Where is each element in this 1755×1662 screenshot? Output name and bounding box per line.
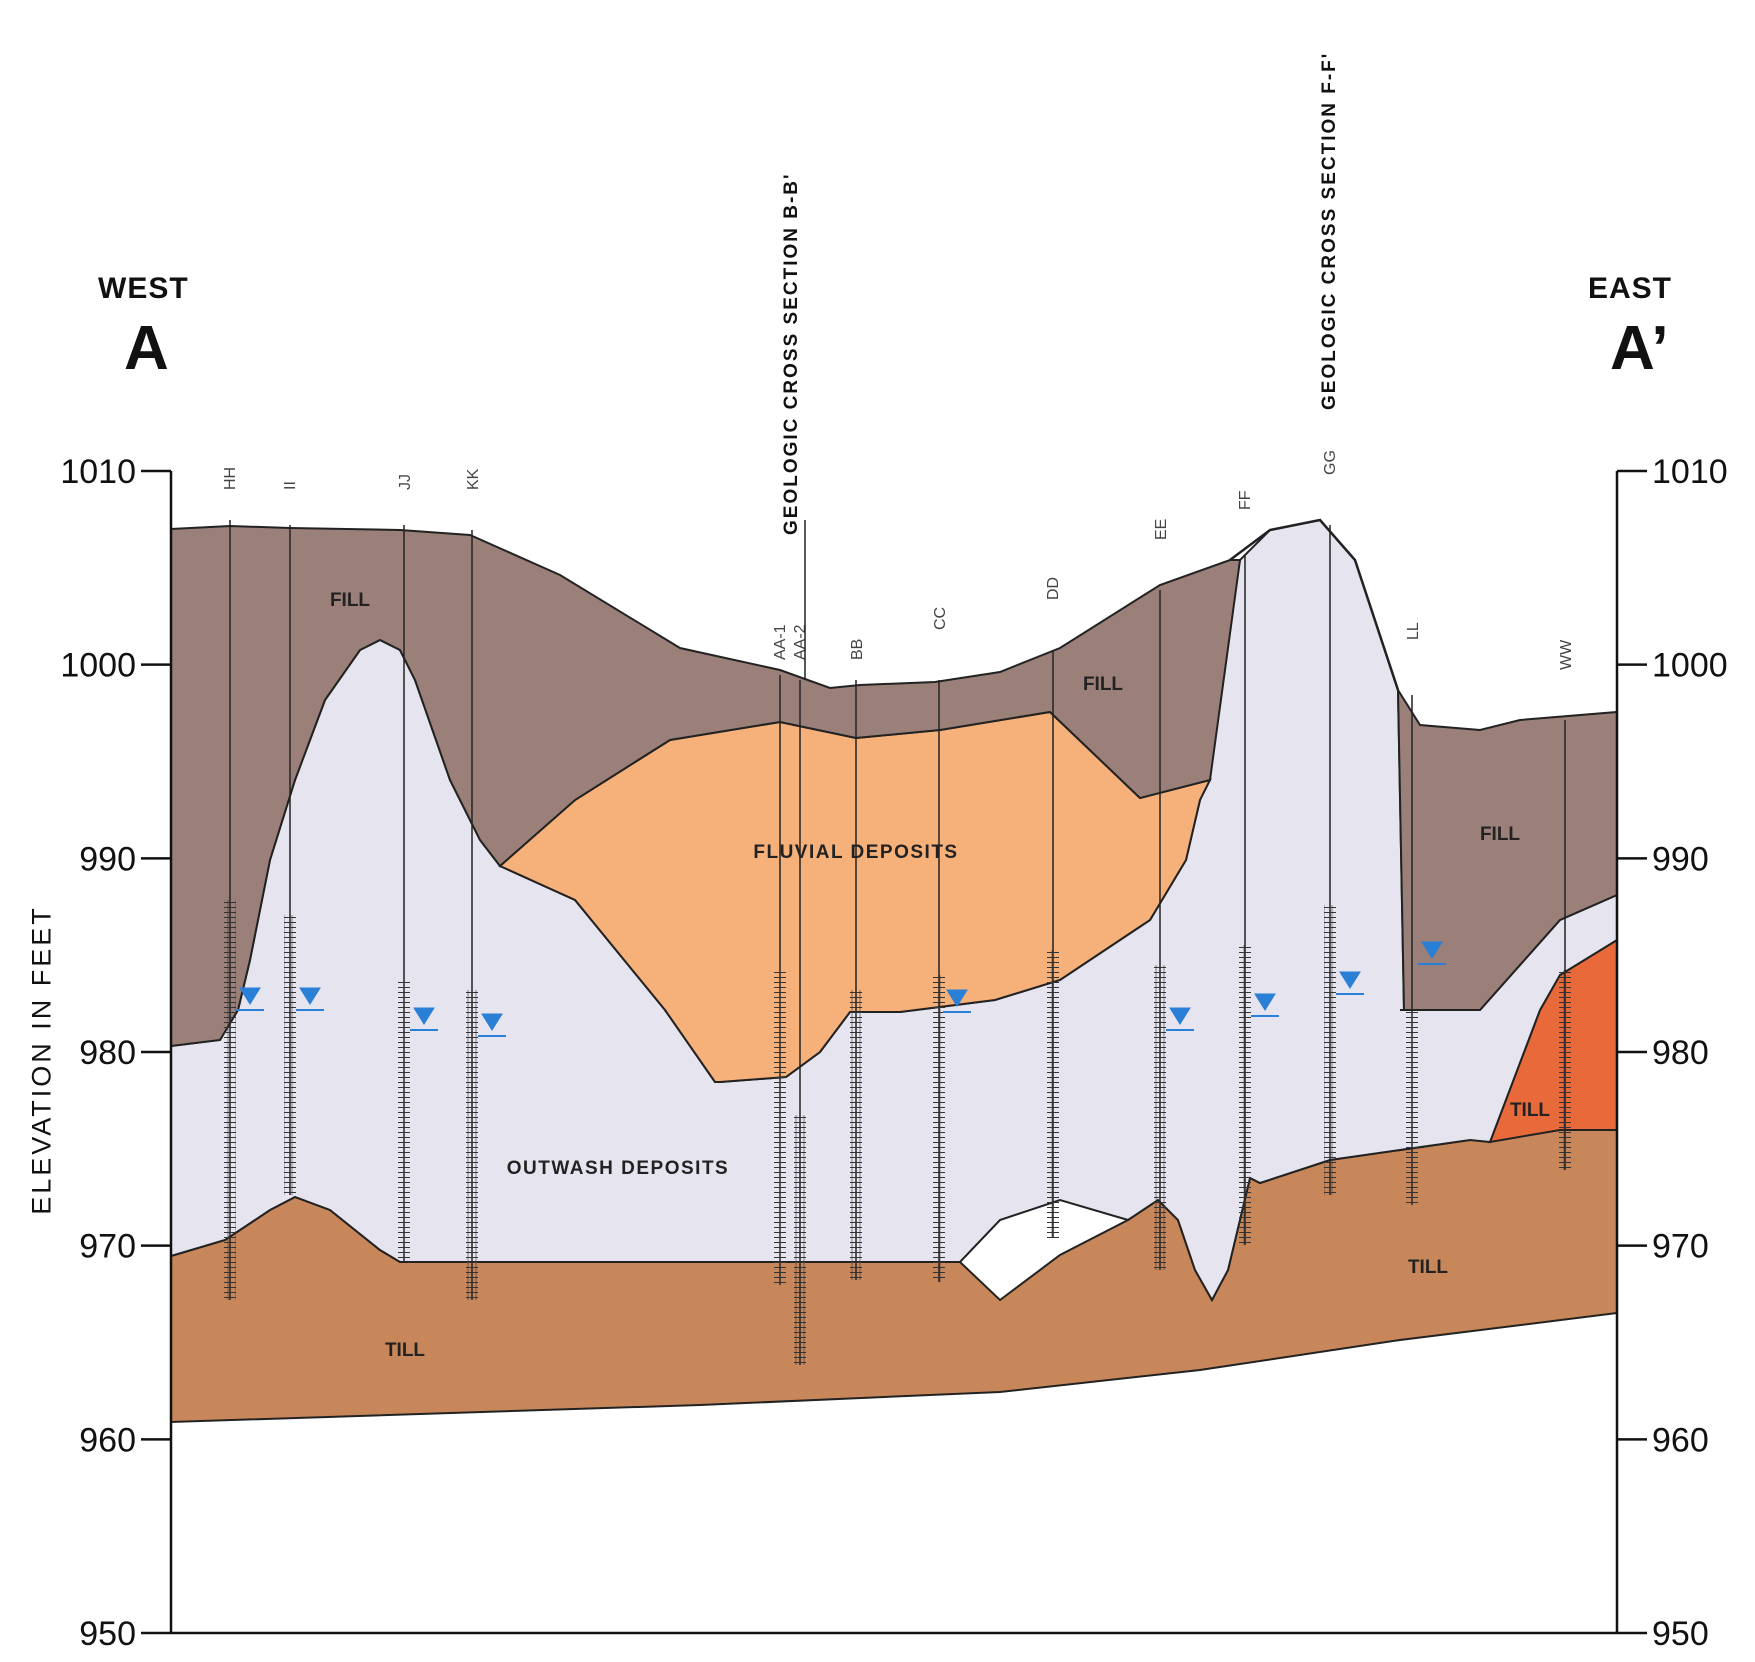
boring-kk: KK bbox=[465, 468, 482, 1300]
boring-label: LL bbox=[1405, 622, 1422, 640]
water-level-icon bbox=[943, 989, 971, 1013]
boring-bb: BB bbox=[849, 639, 866, 1280]
boring-gg: GG bbox=[1322, 450, 1339, 1195]
y-tick-label-right: 970 bbox=[1652, 1228, 1709, 1266]
boring-label: AA-1 bbox=[772, 624, 789, 660]
boring-hh: HH bbox=[222, 467, 239, 1300]
cross-section-bb-marker: GEOLOGIC CROSS SECTION B-B' bbox=[781, 172, 806, 680]
y-tick-label-left: 960 bbox=[79, 1421, 136, 1459]
boring-aa-2: AA-2 bbox=[792, 624, 809, 1365]
east-section-letter: A’ bbox=[1610, 314, 1669, 383]
y-ticks-right: 1010 1000 990 980 970 960 950 bbox=[1617, 453, 1728, 1653]
cross-section-ff-marker: GEOLOGIC CROSS SECTION F-F' bbox=[1319, 52, 1340, 410]
fluvial-label: FLUVIAL DEPOSITS bbox=[753, 842, 958, 863]
boring-jj: JJ bbox=[397, 474, 414, 1262]
boring-label: FF bbox=[1237, 490, 1254, 510]
boring-ii: II bbox=[282, 481, 299, 1195]
boring-label: JJ bbox=[397, 474, 414, 490]
boring-label: DD bbox=[1045, 577, 1062, 600]
boring-label: CC bbox=[932, 607, 949, 630]
borings-group: HH II JJ KK AA-1 AA-2 BB CC DD EE FF GG … bbox=[222, 450, 1575, 1365]
boring-label: GG bbox=[1322, 450, 1339, 475]
boring-label: II bbox=[282, 481, 299, 490]
till-label-west: TILL bbox=[385, 1340, 425, 1361]
y-tick-label-left: 980 bbox=[79, 1034, 136, 1072]
till-label-red: TILL bbox=[1510, 1100, 1550, 1121]
y-tick-label-right: 960 bbox=[1652, 1421, 1709, 1459]
boring-label: BB bbox=[849, 639, 866, 660]
boring-label: WW bbox=[1558, 639, 1575, 670]
fill-unit-west bbox=[170, 524, 1242, 1048]
y-tick-label-right: 990 bbox=[1652, 840, 1709, 878]
water-level-icon bbox=[1418, 941, 1446, 965]
y-tick-label-left: 950 bbox=[79, 1615, 136, 1653]
boring-label: HH bbox=[222, 467, 239, 490]
boring-ff: FF bbox=[1237, 490, 1254, 1245]
water-level-icon bbox=[478, 1013, 506, 1037]
cross-section-ff-label: GEOLOGIC CROSS SECTION F-F' bbox=[1319, 52, 1340, 410]
boring-label: AA-2 bbox=[792, 624, 809, 660]
water-level-icon bbox=[1336, 971, 1364, 995]
y-tick-label-right: 1010 bbox=[1652, 453, 1728, 491]
y-tick-label-right: 950 bbox=[1652, 1615, 1709, 1653]
water-level-icon bbox=[1251, 993, 1279, 1017]
outwash-hump-edge bbox=[1229, 518, 1400, 691]
boring-aa-1: AA-1 bbox=[772, 624, 789, 1285]
boring-ll: LL bbox=[1405, 622, 1422, 1205]
boring-ee: EE bbox=[1153, 519, 1170, 1270]
boring-ww: WW bbox=[1558, 639, 1575, 1170]
fill-label-west: FILL bbox=[330, 590, 370, 611]
fill-label-center: FILL bbox=[1083, 674, 1123, 695]
east-label: EAST bbox=[1588, 272, 1673, 305]
water-level-icon bbox=[236, 987, 264, 1011]
y-tick-label-left: 970 bbox=[79, 1228, 136, 1266]
water-level-icon bbox=[1166, 1007, 1194, 1031]
y-tick-label-right: 1000 bbox=[1652, 647, 1728, 685]
west-section-letter: A bbox=[124, 314, 169, 383]
boring-label: EE bbox=[1153, 519, 1170, 540]
boring-dd: DD bbox=[1045, 577, 1062, 1238]
till-label-east: TILL bbox=[1408, 1257, 1448, 1278]
west-label: WEST bbox=[98, 272, 189, 305]
cross-section-bb-label: GEOLOGIC CROSS SECTION B-B' bbox=[781, 172, 802, 535]
y-tick-label-left: 1000 bbox=[60, 647, 136, 685]
boring-cc: CC bbox=[932, 607, 949, 1282]
y-tick-label-right: 980 bbox=[1652, 1034, 1709, 1072]
water-level-markers bbox=[236, 941, 1446, 1037]
fill-label-east: FILL bbox=[1480, 824, 1520, 845]
y-tick-label-left: 1010 bbox=[60, 453, 136, 491]
y-ticks-left: 1010 1000 990 980 970 960 950 bbox=[60, 453, 171, 1653]
boring-label: KK bbox=[465, 468, 482, 490]
water-level-icon bbox=[296, 987, 324, 1011]
water-level-icon bbox=[410, 1007, 438, 1031]
outwash-label: OUTWASH DEPOSITS bbox=[507, 1158, 729, 1179]
y-tick-label-left: 990 bbox=[79, 840, 136, 878]
